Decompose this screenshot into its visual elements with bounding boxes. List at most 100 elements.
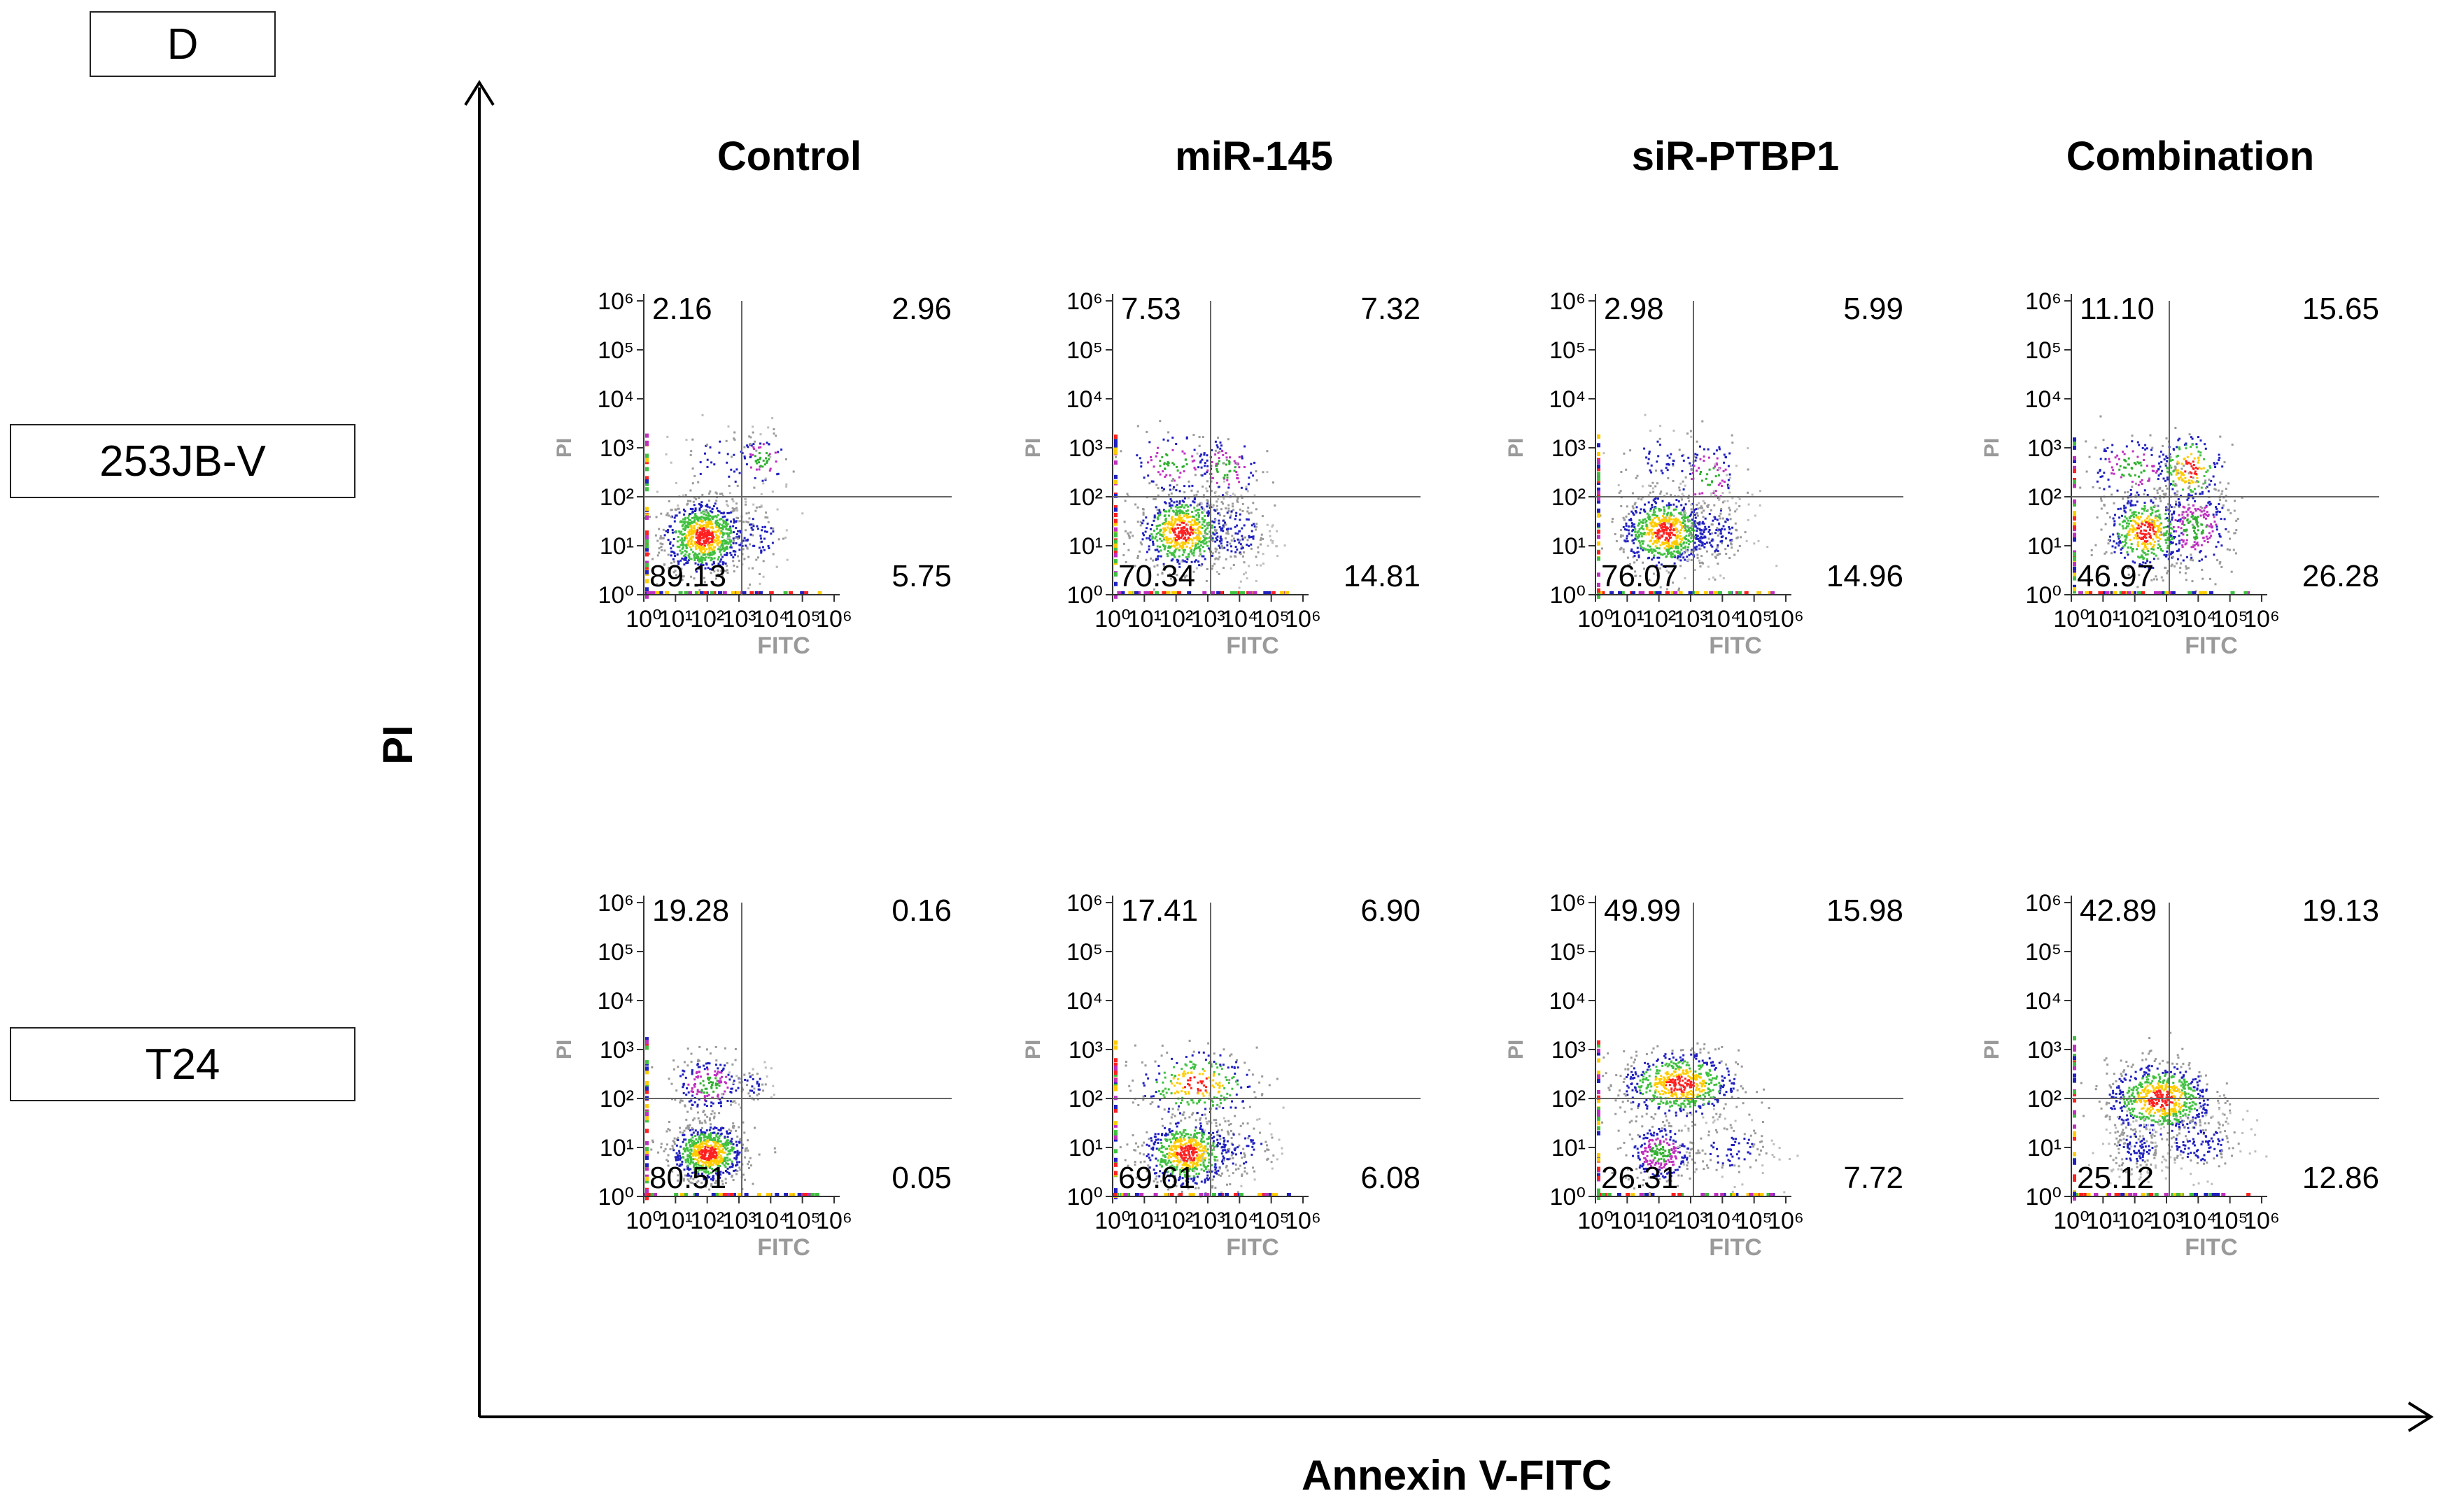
event-dot: [1218, 460, 1220, 462]
event-dot: [1633, 561, 1636, 564]
event-dot: [1222, 453, 1225, 456]
event-dot: [1243, 524, 1246, 527]
event-dot: [705, 562, 707, 565]
event-dot: [1712, 467, 1715, 469]
event-dot: [1672, 556, 1675, 558]
event-dot: [1187, 542, 1190, 544]
event-dot: [2125, 445, 2128, 448]
event-dot: [680, 567, 683, 570]
event-dot: [1198, 540, 1201, 543]
event-dot: [2152, 578, 2155, 581]
event-dot: [2200, 544, 2203, 546]
event-dot: [698, 1152, 701, 1155]
event-dot: [2166, 476, 2169, 479]
event-dot: [2156, 492, 2159, 495]
event-dot: [1652, 513, 1655, 516]
event-dot: [2189, 462, 2192, 465]
event-dot: [2104, 552, 2106, 555]
event-dot: [1142, 511, 1145, 514]
event-dot: [2190, 476, 2192, 479]
event-dot: [723, 550, 726, 553]
event-dot: [1241, 537, 1244, 539]
event-dot: [1195, 544, 1198, 546]
event-dot: [698, 496, 700, 499]
event-dot: [719, 551, 721, 553]
event-dot: [1642, 540, 1645, 543]
event-dot: [1192, 524, 1195, 527]
event-dot: [2127, 534, 2130, 536]
event-dot: [690, 1152, 693, 1155]
event-dot: [2129, 539, 2132, 541]
event-dot: [2171, 459, 2174, 461]
event-dot: [1724, 548, 1727, 551]
event-dot: [1708, 578, 1711, 581]
event-dot: [1269, 530, 1271, 532]
event-dot: [759, 442, 762, 445]
event-dot: [2170, 535, 2173, 537]
event-dot: [656, 539, 659, 542]
event-dot: [1658, 561, 1661, 564]
event-dot: [2171, 488, 2174, 490]
event-dot: [717, 1164, 719, 1167]
event-dot: [714, 520, 717, 523]
event-dot: [759, 458, 761, 460]
event-dot: [1703, 448, 1705, 451]
event-dot: [1188, 521, 1190, 523]
event-dot: [1259, 539, 1262, 542]
event-dot: [697, 517, 700, 520]
event-dot: [1240, 494, 1243, 497]
column-title-mir-145: miR-145: [1175, 134, 1333, 179]
event-dot: [792, 470, 795, 473]
event-dot: [1197, 490, 1199, 493]
event-dot: [772, 530, 775, 533]
event-dot: [1668, 522, 1670, 525]
event-dot: [2111, 545, 2114, 548]
event-dot: [767, 521, 770, 523]
event-dot: [1644, 533, 1647, 536]
event-dot: [2127, 497, 2129, 500]
event-dot: [1661, 528, 1664, 531]
event-dot: [2129, 502, 2132, 504]
event-dot: [682, 1179, 685, 1182]
event-dot: [1250, 472, 1253, 474]
event-dot: [724, 521, 726, 523]
event-dot: [1695, 536, 1698, 539]
event-dot: [1199, 548, 1202, 551]
event-dot: [1679, 482, 1682, 485]
event-dot: [736, 1161, 738, 1164]
event-dot: [2141, 479, 2143, 481]
event-dot: [1199, 544, 1202, 547]
event-dot: [1620, 534, 1623, 537]
event-dot: [1681, 516, 1684, 519]
event-dot: [1731, 497, 1734, 500]
event-dot: [1152, 559, 1155, 562]
event-dot: [687, 521, 690, 524]
event-dot: [2215, 525, 2218, 528]
event-dot: [1698, 493, 1701, 495]
event-dot: [2180, 527, 2183, 530]
event-dot: [1155, 483, 1158, 486]
event-dot: [1127, 534, 1130, 537]
event-dot: [1640, 532, 1642, 535]
event-dot: [2187, 567, 2190, 570]
event-dot: [1227, 504, 1230, 507]
event-dot: [1196, 504, 1199, 507]
event-dot: [705, 1164, 707, 1166]
event-dot: [718, 451, 721, 454]
event-dot: [1211, 505, 1214, 508]
event-dot: [1715, 462, 1718, 465]
event-dot: [2215, 507, 2218, 510]
event-dot: [692, 535, 695, 538]
event-dot: [1701, 479, 1703, 482]
event-dot: [726, 535, 729, 538]
event-dot: [700, 551, 703, 554]
event-dot: [1157, 517, 1160, 520]
event-dot: [1647, 462, 1649, 465]
event-dot: [1677, 551, 1679, 554]
event-dot: [2122, 527, 2125, 530]
event-dot: [2129, 520, 2132, 522]
event-dot: [2152, 538, 2155, 541]
event-dot: [1710, 539, 1713, 542]
event-dot: [2141, 565, 2144, 568]
event-dot: [759, 573, 761, 575]
